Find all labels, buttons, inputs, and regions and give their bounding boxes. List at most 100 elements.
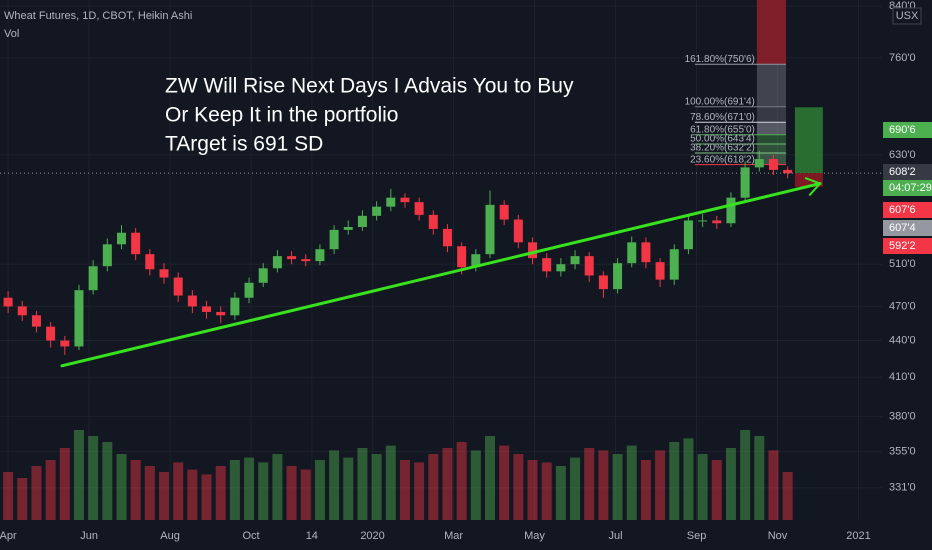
volume-bar — [711, 460, 722, 520]
candle-body — [683, 220, 693, 250]
volume-bar — [470, 450, 481, 520]
fib-label: 61.80%(655'0) — [690, 124, 755, 135]
volume-bar — [144, 466, 155, 520]
candle-body — [145, 254, 155, 270]
annotation-text: TArget is 691 SD — [165, 133, 323, 156]
price-label-box — [883, 220, 932, 236]
fib-label: 161.80%(750'6) — [685, 54, 755, 65]
x-tick-label: Jul — [609, 530, 623, 542]
x-tick-label: Apr — [0, 530, 17, 542]
candle-body — [372, 206, 382, 216]
candle-body — [60, 340, 70, 347]
candle-body — [613, 263, 623, 290]
fib-band — [756, 106, 787, 123]
candle-body — [287, 256, 297, 260]
fib-label: 38.20%(632'2) — [690, 143, 755, 154]
volume-bar — [45, 460, 56, 520]
candle-body — [485, 204, 495, 255]
candle-body — [159, 269, 169, 278]
candle-body — [116, 232, 126, 245]
candle-body — [74, 290, 84, 347]
volume-bar — [570, 457, 581, 520]
volume-bar — [456, 442, 467, 520]
candle-body — [187, 295, 197, 307]
fib-band — [756, 0, 787, 65]
candle-body — [329, 229, 339, 250]
candle-body — [301, 259, 311, 262]
x-tick-label: Mar — [444, 530, 463, 542]
volume-bar — [513, 454, 524, 520]
volume-bar — [102, 442, 113, 520]
candle-body — [783, 169, 793, 174]
y-tick-label: 510'0 — [889, 258, 916, 270]
volume-bar — [300, 469, 311, 520]
candle-body — [570, 256, 580, 265]
volume-bar — [669, 442, 680, 520]
candle-body — [556, 264, 566, 272]
chart-header: Wheat Futures, 1D, CBOT, Heikin Ashi — [4, 10, 192, 22]
candle-body — [386, 197, 396, 207]
candle-body — [442, 228, 452, 247]
price-label-box — [883, 202, 932, 218]
volume-bar — [329, 450, 340, 520]
candle-body — [698, 220, 708, 222]
volume-bar — [754, 436, 765, 520]
candle-body — [244, 282, 254, 298]
candle-body — [315, 249, 325, 262]
x-tick-label: Aug — [160, 530, 180, 542]
volume-bar — [414, 462, 425, 520]
candle-body — [343, 227, 353, 230]
y-tick-label: 470'0 — [889, 300, 916, 312]
price-label: 592'2 — [889, 240, 916, 252]
x-tick-label: 2020 — [360, 530, 384, 542]
candle-body — [173, 277, 183, 296]
candle-body — [641, 242, 651, 263]
candle-body — [457, 246, 467, 268]
price-label-box — [883, 238, 932, 254]
price-label: 607'6 — [889, 204, 916, 216]
volume-bar — [385, 445, 396, 520]
candle-body — [471, 254, 481, 268]
annotation-text: Or Keep It in the portfolio — [165, 104, 398, 127]
volume-bar — [286, 466, 297, 520]
currency: USX — [896, 10, 919, 22]
candle-body — [216, 311, 226, 316]
y-tick-label: 410'0 — [889, 371, 916, 383]
candle-body — [542, 258, 552, 272]
candle-body — [400, 197, 410, 203]
volume-bar — [725, 448, 736, 520]
candle-body — [428, 214, 438, 229]
candle-body — [46, 326, 56, 341]
fib-label: 50.00%(643'4) — [690, 134, 755, 145]
volume-bar — [697, 454, 708, 520]
fib-label: 23.60%(618'2) — [690, 154, 755, 165]
price-label-box — [883, 180, 932, 196]
candle-body — [726, 197, 736, 224]
volume-bar — [640, 460, 651, 520]
candle-body — [669, 249, 679, 280]
fib-band — [756, 153, 787, 165]
candle-body — [528, 242, 538, 259]
candle-body — [655, 262, 665, 280]
price-label: 690'6 — [889, 124, 916, 136]
price-label: 607'4 — [889, 222, 916, 234]
candle-body — [598, 275, 608, 290]
candle-body — [258, 268, 268, 283]
x-tick-label: May — [524, 530, 545, 542]
y-tick-label: 440'0 — [889, 334, 916, 346]
volume-bar — [683, 438, 694, 520]
volume-bar — [541, 462, 552, 520]
volume-bar — [555, 466, 566, 520]
candle-body — [414, 202, 424, 215]
volume-bar — [740, 430, 751, 520]
volume-bar — [584, 448, 595, 520]
volume-bar — [272, 454, 283, 520]
volume-bar — [130, 460, 141, 520]
volume-bar — [116, 454, 127, 520]
volume-bar — [73, 430, 84, 520]
volume-bar — [527, 460, 538, 520]
volume-bar — [626, 445, 637, 520]
volume-bar — [343, 457, 354, 520]
